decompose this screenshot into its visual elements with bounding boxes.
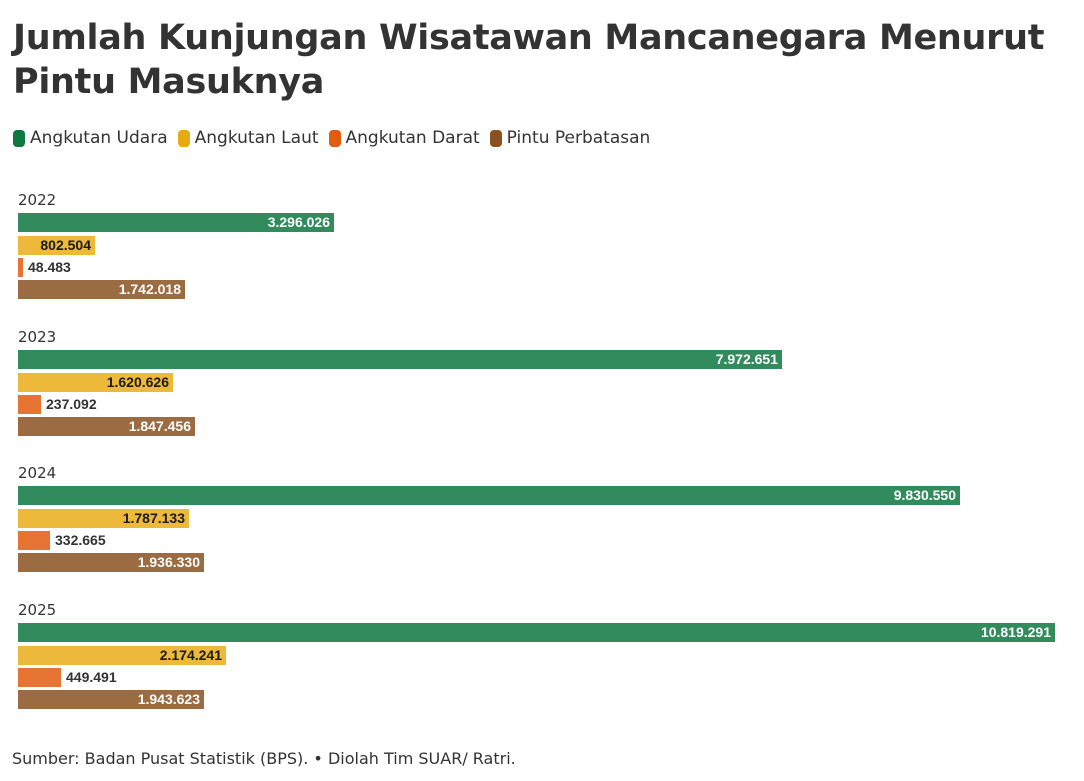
value-label: 10.819.291 [980,624,1051,640]
bar-row-pintu-perbatasan: 1.936.330 [18,553,1068,572]
bar-angkutan-darat[interactable] [18,395,41,414]
bar-angkutan-darat[interactable] [18,531,50,550]
bar-row-angkutan-laut: 1.620.626 [18,373,1068,392]
bar-angkutan-laut[interactable] [18,646,226,665]
value-label: 1.742.018 [118,281,181,297]
year-label: 2024 [18,464,57,482]
legend-item-angkutan-laut[interactable]: Angkutan Laut [177,128,319,148]
legend-item-angkutan-darat[interactable]: Angkutan Darat [328,128,480,148]
legend-label: Pintu Perbatasan [506,128,651,148]
value-label: 7.972.651 [715,351,778,367]
value-label: 9.830.550 [893,487,956,503]
value-label: 1.847.456 [128,418,191,434]
bar-row-angkutan-udara: 3.296.026 [18,213,1068,232]
bar-pintu-perbatasan[interactable] [18,417,195,436]
bar-row-angkutan-darat: 332.665 [18,531,1068,550]
source-note: Sumber: Badan Pusat Statistik (BPS). • D… [12,749,516,768]
value-label: 237.092 [46,396,97,412]
bar-group-2022: 2022 3.296.026 802.504 48.483 1.742.018 [18,190,1068,302]
value-label: 1.943.623 [137,691,200,707]
bar-row-angkutan-laut: 802.504 [18,236,1068,255]
bar-angkutan-laut[interactable] [18,373,173,392]
bar-row-angkutan-laut: 1.787.133 [18,509,1068,528]
bar-angkutan-laut[interactable] [18,509,189,528]
legend-swatch-icon [13,129,25,147]
bar-group-2023: 2023 7.972.651 1.620.626 237.092 1.847.456 [18,327,1068,439]
bar-angkutan-udara[interactable] [18,350,782,369]
bar-row-pintu-perbatasan: 1.847.456 [18,417,1068,436]
legend-label: Angkutan Laut [194,128,319,148]
bar-angkutan-udara[interactable] [18,623,1055,642]
value-label: 1.620.626 [106,374,169,390]
legend: Angkutan Udara Angkutan Laut Angkutan Da… [13,128,660,148]
legend-item-angkutan-udara[interactable]: Angkutan Udara [13,128,168,148]
legend-label: Angkutan Udara [30,128,168,148]
bar-angkutan-darat[interactable] [18,668,61,687]
bar-angkutan-udara[interactable] [18,213,334,232]
bar-row-angkutan-laut: 2.174.241 [18,646,1068,665]
bar-row-angkutan-darat: 48.483 [18,258,1068,277]
year-label: 2023 [18,328,57,346]
bar-row-angkutan-darat: 449.491 [18,668,1068,687]
bar-row-pintu-perbatasan: 1.943.623 [18,690,1068,709]
bar-group-2025: 2025 10.819.291 2.174.241 449.491 1.943.623 [18,600,1068,712]
bar-row-angkutan-udara: 7.972.651 [18,350,1068,369]
bar-row-angkutan-darat: 237.092 [18,395,1068,414]
bar-angkutan-laut[interactable] [18,236,95,255]
value-label: 1.787.133 [122,510,185,526]
bar-angkutan-darat[interactable] [18,258,23,277]
year-label: 2025 [18,601,57,619]
value-label: 48.483 [28,259,71,275]
bar-group-2024: 2024 9.830.550 1.787.133 332.665 1.936.330 [18,463,1068,575]
value-label: 332.665 [55,532,106,548]
legend-swatch-icon [489,129,502,147]
value-label: 802.504 [40,237,91,253]
bar-row-angkutan-udara: 9.830.550 [18,486,1068,505]
bar-pintu-perbatasan[interactable] [18,690,204,709]
bar-angkutan-udara[interactable] [18,486,960,505]
bar-pintu-perbatasan[interactable] [18,280,185,299]
legend-swatch-icon [328,129,341,147]
value-label: 2.174.241 [159,647,222,663]
value-label: 1.936.330 [137,554,200,570]
value-label: 449.491 [66,669,117,685]
chart-title: Jumlah Kunjungan Wisatawan Mancanegara M… [13,18,1045,102]
year-label: 2022 [18,191,57,209]
bar-row-angkutan-udara: 10.819.291 [18,623,1068,642]
legend-label: Angkutan Darat [345,128,480,148]
legend-swatch-icon [177,129,190,147]
bar-pintu-perbatasan[interactable] [18,553,204,572]
legend-item-pintu-perbatasan[interactable]: Pintu Perbatasan [489,128,651,148]
bar-row-pintu-perbatasan: 1.742.018 [18,280,1068,299]
value-label: 3.296.026 [267,214,330,230]
